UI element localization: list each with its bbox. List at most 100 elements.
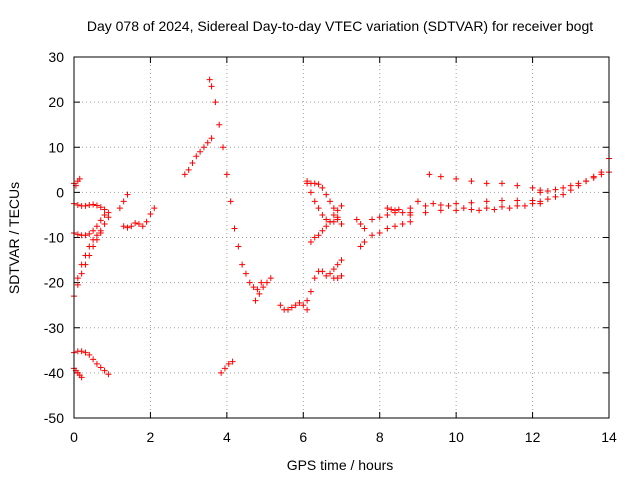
series-s02 [71, 200, 112, 216]
data-point [514, 197, 521, 204]
data-point [82, 261, 89, 268]
series-s01 [71, 175, 83, 189]
data-point [422, 202, 429, 209]
data-point [330, 266, 337, 273]
data-point [407, 218, 414, 225]
data-point [93, 360, 100, 367]
series-s18 [307, 202, 345, 246]
data-point [369, 216, 376, 223]
data-point [468, 199, 475, 206]
data-point [296, 299, 303, 306]
data-point [250, 284, 257, 291]
data-point [97, 217, 104, 224]
x-tick-label: 12 [525, 429, 541, 445]
series-s13 [252, 275, 274, 304]
y-axis-label: SDTVAR / TECUs [6, 182, 22, 294]
data-point [334, 275, 341, 282]
data-point [82, 232, 89, 239]
data-point [311, 275, 318, 282]
data-point [357, 220, 364, 227]
data-point [101, 367, 108, 374]
data-point [330, 205, 337, 212]
data-point [315, 181, 322, 188]
data-point [537, 198, 544, 205]
data-point [437, 202, 444, 209]
y-tick-label: -10 [44, 230, 64, 246]
data-point [399, 220, 406, 227]
data-point [361, 239, 368, 246]
data-point [353, 216, 360, 223]
y-tick-label: -20 [44, 275, 64, 291]
data-point [598, 169, 605, 176]
data-point [227, 198, 234, 205]
data-point [120, 198, 127, 205]
y-tick-label: 0 [56, 184, 64, 200]
data-point [128, 223, 135, 230]
data-point [225, 360, 232, 367]
data-point [414, 198, 421, 205]
data-point [376, 214, 383, 221]
data-point [181, 171, 188, 178]
data-point [327, 218, 334, 225]
data-point [135, 220, 142, 227]
data-point [315, 232, 322, 239]
data-point [78, 270, 85, 277]
data-point [311, 198, 318, 205]
series-s03 [71, 211, 108, 239]
data-point [384, 211, 391, 218]
data-point [105, 371, 112, 378]
series-s08 [116, 191, 131, 212]
data-point [90, 356, 97, 363]
series-s24 [384, 205, 402, 214]
data-point [82, 349, 89, 356]
data-point [86, 230, 93, 237]
data-point [223, 171, 230, 178]
x-tick-label: 6 [299, 429, 307, 445]
series-s15 [304, 257, 345, 304]
data-point [242, 270, 249, 277]
data-point [445, 202, 452, 209]
data-point [132, 220, 139, 227]
data-point [323, 272, 330, 279]
data-point [499, 180, 505, 187]
data-point [575, 182, 582, 189]
data-point [590, 173, 597, 180]
data-point [258, 279, 265, 286]
data-point [376, 229, 383, 236]
series-s21 [357, 239, 368, 250]
data-point [246, 279, 253, 286]
data-point [422, 209, 429, 216]
data-point [338, 202, 345, 209]
data-point [583, 178, 590, 185]
data-point [304, 306, 311, 313]
data-point [292, 302, 299, 309]
data-point [315, 205, 322, 212]
data-point [330, 211, 337, 218]
series-s14 [277, 299, 311, 313]
data-point [483, 205, 490, 212]
data-point [78, 348, 85, 355]
data-point [334, 207, 341, 214]
data-point [491, 206, 498, 213]
data-point [97, 229, 104, 236]
data-point [288, 304, 295, 311]
data-point [300, 302, 307, 309]
data-point [90, 201, 97, 208]
data-point [206, 76, 213, 83]
data-point [256, 290, 263, 297]
data-point [218, 369, 225, 376]
series-s05 [74, 214, 112, 288]
data-point [323, 216, 330, 223]
data-point [311, 234, 318, 241]
data-point [544, 188, 551, 195]
data-point [101, 211, 108, 218]
data-point [285, 306, 291, 313]
data-point [338, 272, 345, 279]
data-point [204, 139, 211, 146]
data-point [407, 211, 414, 218]
data-point [552, 193, 559, 200]
data-point [220, 144, 227, 151]
data-point [529, 197, 536, 204]
data-point [277, 302, 284, 309]
